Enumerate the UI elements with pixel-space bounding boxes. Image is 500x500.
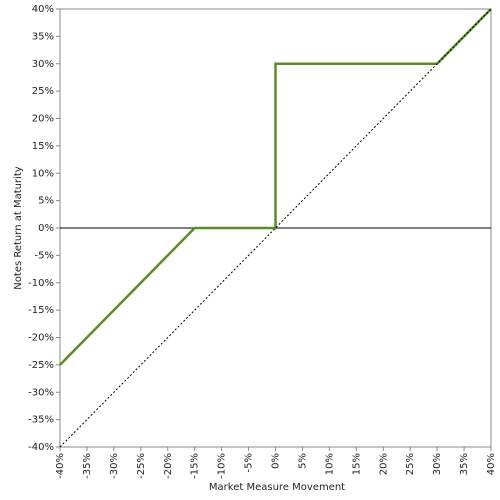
x-axis-title: Market Measure Movement: [209, 482, 345, 493]
x-tick-label: 0%: [271, 453, 282, 469]
x-tick-label: -35%: [82, 453, 93, 479]
y-tick-label: 35%: [32, 31, 54, 42]
y-tick-label: 10%: [32, 168, 54, 179]
y-tick-label: 5%: [38, 196, 54, 207]
y-tick-label: 0%: [38, 223, 54, 234]
y-tick-label: -15%: [28, 305, 54, 316]
series-line: [59, 8, 492, 448]
y-tick-label: 40%: [32, 4, 54, 15]
x-tick-label: 5%: [297, 453, 308, 469]
x-tick-label: 20%: [378, 453, 389, 475]
y-tick-label: -35%: [28, 415, 54, 426]
y-tick-label: -40%: [28, 442, 54, 453]
y-tick-label: -10%: [28, 278, 54, 289]
x-tick-label: -30%: [109, 453, 120, 479]
y-tick-label: -20%: [28, 333, 54, 344]
x-tick-label: -20%: [163, 453, 174, 479]
y-tick-label: 20%: [32, 114, 54, 125]
x-tick-label: -5%: [244, 453, 255, 472]
y-tick-label: -25%: [28, 360, 54, 371]
y-tick-label: 30%: [32, 59, 54, 70]
y-tick-label: 25%: [32, 86, 54, 97]
y-tick-label: -30%: [28, 387, 54, 398]
x-tick-label: 15%: [351, 453, 362, 475]
x-tick-label: -25%: [136, 453, 147, 479]
x-tick-label: -40%: [55, 453, 66, 479]
x-tick-label: -10%: [217, 453, 228, 479]
x-tick-label: 10%: [324, 453, 335, 475]
x-tick-label: -15%: [190, 453, 201, 479]
y-tick-label: 15%: [32, 141, 54, 152]
x-tick-label: 35%: [459, 453, 470, 475]
y-tick-label: -5%: [35, 250, 54, 261]
y-axis-title: Notes Return at Maturity: [13, 166, 24, 289]
series-line: [59, 8, 492, 366]
x-tick-label: 25%: [405, 453, 416, 475]
x-tick-label: 30%: [432, 453, 443, 475]
x-tick-label: 40%: [486, 453, 497, 475]
